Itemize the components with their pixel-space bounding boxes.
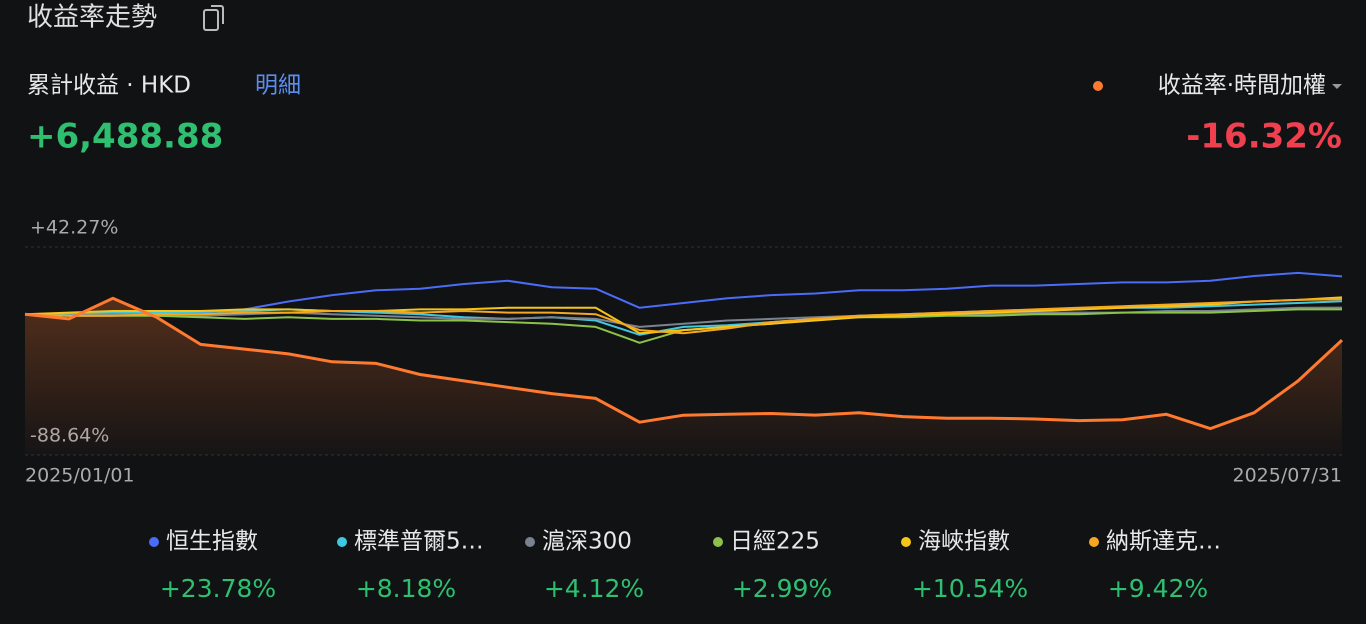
legend-name: 日經225 [730, 529, 820, 555]
x-end-label: 2025/07/31 [1232, 465, 1342, 487]
series-line [24, 296, 1344, 431]
legend-dot [525, 537, 535, 547]
summary-label: 累計收益 · HKD [27, 73, 191, 99]
legend-dot [337, 537, 347, 547]
legend-name: 海峽指數 [918, 529, 1010, 555]
copy-icon[interactable] [203, 5, 224, 31]
legend-dot [713, 537, 723, 547]
series-line [24, 296, 1343, 335]
legend-item: 標準普爾5… +8.18% [337, 529, 484, 603]
series-line [24, 298, 1343, 335]
legend-return: +2.99% [732, 574, 832, 603]
area-fill [25, 298, 1342, 455]
y-tick-label: +42.27% [30, 217, 118, 239]
legend-return: +8.18% [356, 574, 456, 603]
copy-icon-front [203, 9, 219, 31]
legend-return: +9.42% [1108, 574, 1208, 603]
legend-return: +10.54% [912, 574, 1028, 603]
metric-selector[interactable]: 收益率·時間加權 [1158, 73, 1326, 99]
legend-name: 恒生指數 [166, 529, 258, 555]
legend-item: 納斯達克… +9.42% [1089, 529, 1221, 603]
legend-dot [1089, 537, 1099, 547]
legend-dot [901, 537, 911, 547]
x-start-label: 2025/01/01 [25, 465, 135, 487]
legend-name: 納斯達克… [1106, 529, 1221, 555]
legend-name: 滬深300 [542, 529, 632, 555]
dropdown-caret[interactable] [1332, 84, 1342, 89]
page-title: 收益率走勢 [27, 3, 157, 33]
copy-icon-back [211, 5, 224, 24]
legend-item: 恒生指數 +23.78% [149, 529, 276, 603]
legend-item: 滬深300 +4.12% [525, 529, 644, 603]
detail-link[interactable]: 明細 [255, 73, 301, 99]
metric-dot [1093, 81, 1103, 91]
legend-item: 日經225 +2.99% [713, 529, 832, 603]
legend-return: +23.78% [160, 574, 276, 603]
legend-return: +4.12% [544, 574, 644, 603]
portfolio-return: -16.32% [1186, 117, 1342, 157]
legend-item: 海峽指數 +10.54% [901, 529, 1028, 603]
legend-dot [149, 537, 159, 547]
legend-name: 標準普爾5… [354, 529, 484, 555]
total-profit: +6,488.88 [27, 117, 223, 157]
